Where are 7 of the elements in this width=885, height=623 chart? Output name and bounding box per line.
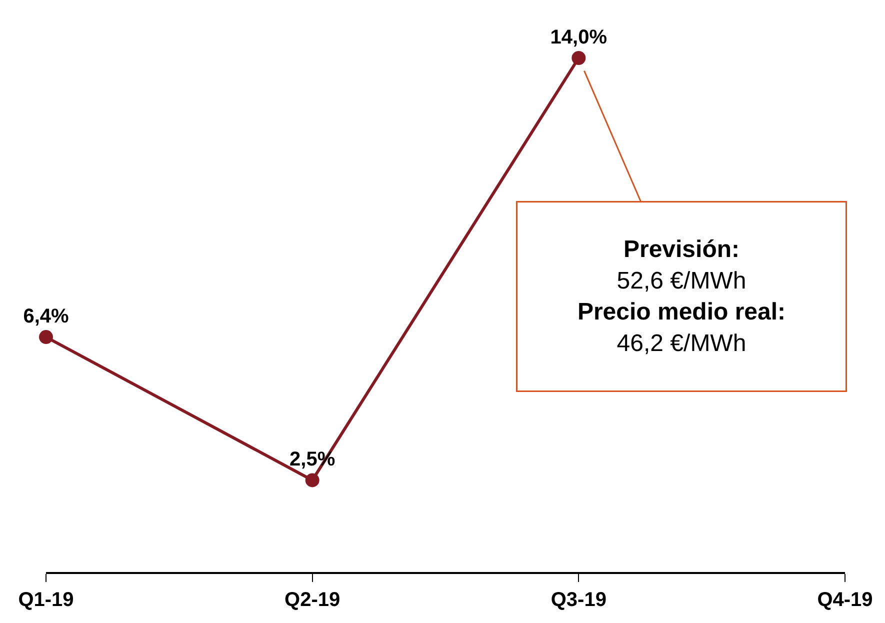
x-tick-label: Q3-19 [550, 588, 606, 611]
x-tick-label: Q2-19 [284, 588, 340, 611]
data-label: 6,4% [23, 305, 70, 328]
x-tick-label: Q4-19 [817, 588, 873, 611]
x-tick-label: Q1-19 [18, 588, 74, 611]
data-label: 14,0% [550, 26, 608, 48]
annotation: Previsión: 52,6 €/MWh Precio medio real: 46,2 €/MWh [577, 236, 786, 357]
